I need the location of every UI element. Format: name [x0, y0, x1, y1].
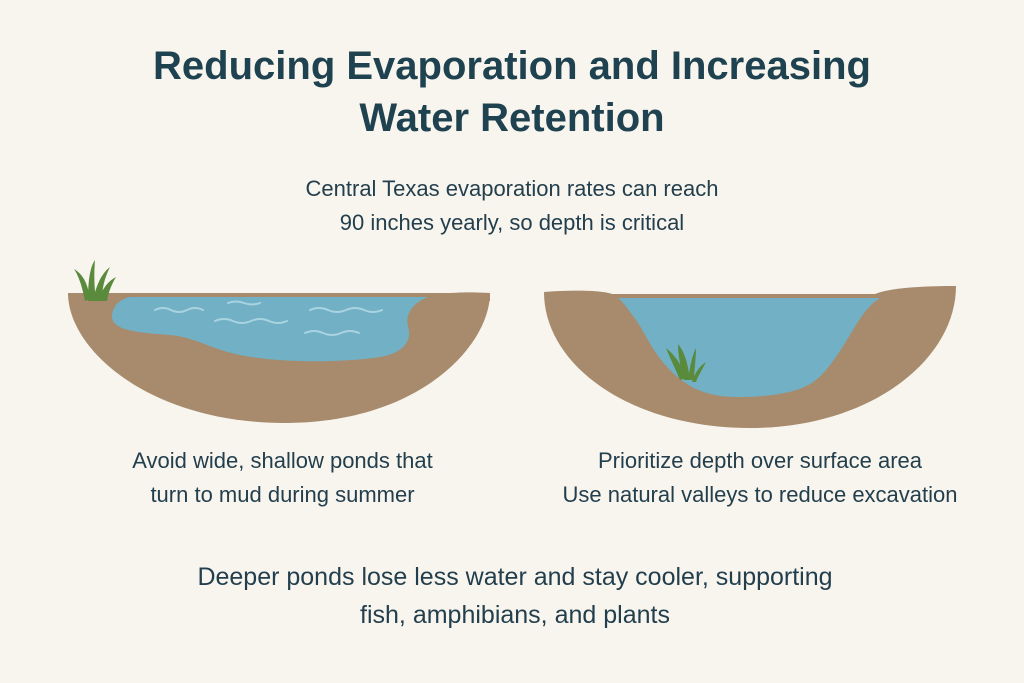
left-caption: Avoid wide, shallow ponds that turn to m…: [70, 444, 495, 512]
water-ripples: [154, 300, 383, 336]
title-line-1: Reducing Evaporation and Increasing: [153, 44, 871, 88]
page-title: Reducing Evaporation and Increasing Wate…: [0, 40, 1024, 144]
subtitle-line-2: 90 inches yearly, so depth is critical: [339, 210, 685, 235]
deep-pond-illustration: [544, 286, 956, 428]
right-caption-line-1: Prioritize depth over surface area: [597, 448, 923, 473]
title-line-2: Water Retention: [359, 96, 665, 140]
subtitle: Central Texas evaporation rates can reac…: [0, 172, 1024, 240]
left-caption-line-2: turn to mud during summer: [150, 482, 415, 507]
footer-line-1: Deeper ponds lose less water and stay co…: [197, 563, 833, 591]
subtitle-line-1: Central Texas evaporation rates can reac…: [305, 176, 719, 201]
left-caption-line-1: Avoid wide, shallow ponds that: [132, 448, 433, 473]
grass-icon: [666, 344, 706, 382]
soil-right-bank: [420, 292, 490, 301]
footer-note: Deeper ponds lose less water and stay co…: [0, 558, 1024, 634]
footer-line-2: fish, amphibians, and plants: [360, 601, 670, 629]
right-caption-line-2: Use natural valleys to reduce excavation: [562, 482, 958, 507]
right-caption: Prioritize depth over surface area Use n…: [520, 444, 1000, 512]
water-body: [111, 297, 428, 362]
shallow-pond-illustration: [68, 260, 490, 423]
grass-icon: [74, 260, 116, 301]
